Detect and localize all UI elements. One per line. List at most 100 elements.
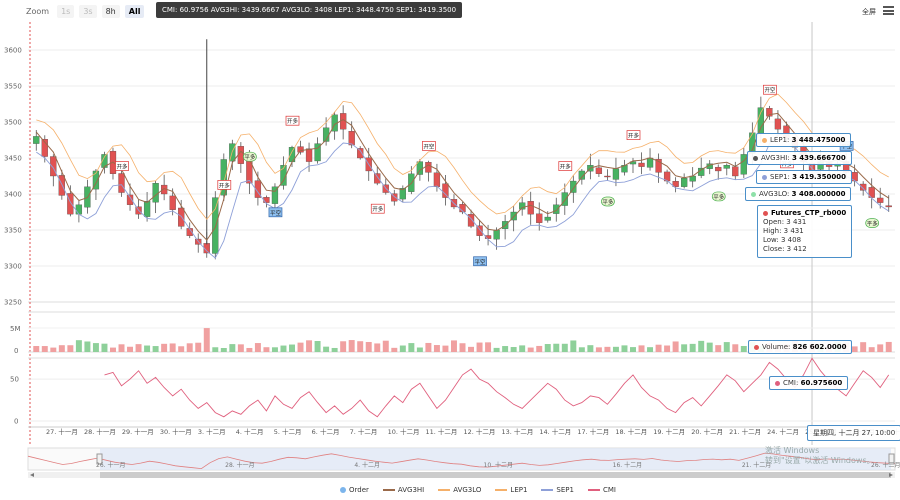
candle-body — [527, 201, 534, 215]
order-flag-box — [115, 161, 129, 171]
volume-bar — [612, 346, 619, 352]
candle-body — [885, 205, 892, 208]
candle-body — [357, 148, 364, 159]
volume-bar — [578, 347, 585, 352]
order-flag-label: 平多 — [602, 198, 614, 206]
volume-bar — [468, 346, 475, 352]
legend-swatch — [495, 489, 508, 491]
candle-body — [399, 188, 406, 200]
candle-body — [493, 229, 500, 240]
candle-body — [212, 197, 219, 254]
candle-body — [544, 216, 551, 221]
legend-item-cmi[interactable]: CMI — [587, 486, 616, 494]
order-flag-box — [370, 203, 385, 214]
candle-body — [757, 107, 765, 134]
legend-label: AVG3LO — [453, 486, 482, 494]
order-flag-label: 开多 — [628, 132, 640, 140]
candle-body — [561, 192, 568, 206]
volume-bar — [323, 346, 330, 352]
volume-bar — [732, 344, 739, 352]
volume-bar — [203, 328, 210, 352]
zoom-1s-button[interactable]: 1s — [57, 4, 75, 18]
order-flag-box — [626, 130, 641, 140]
hamburger-menu-icon[interactable] — [883, 6, 894, 15]
candle-body — [67, 193, 74, 215]
candle-body — [877, 197, 884, 203]
volume-bar — [561, 343, 568, 352]
volume-tick-label: 0 — [14, 347, 18, 355]
order-flag-label: 开多 — [372, 205, 384, 213]
candle-body — [305, 148, 313, 162]
candle-body — [126, 194, 134, 205]
volume-bar — [127, 346, 134, 352]
volume-bar — [450, 340, 457, 352]
order-flag-box — [473, 256, 487, 267]
legend-swatch — [587, 489, 600, 491]
volume-bar — [885, 341, 892, 352]
volume-bar — [723, 342, 730, 352]
zoom-8h-button[interactable]: 8h — [101, 4, 120, 18]
order-flag-marker: 平多 — [865, 218, 880, 228]
candle-body — [143, 201, 151, 217]
legend-item-avg3lo[interactable]: AVG3LO — [438, 486, 481, 494]
legend-swatch — [340, 487, 346, 493]
avg3hi-tooltip: AVG3HI: 3 439.666700 — [747, 151, 852, 165]
volume-bar — [144, 345, 151, 352]
volume-bar — [416, 347, 423, 352]
candle-body — [348, 130, 355, 146]
volume-bar — [851, 346, 858, 352]
candle-body — [646, 157, 654, 168]
candle-body — [732, 166, 739, 177]
volume-bar — [698, 340, 705, 352]
legend-item-sep1[interactable]: SEP1 — [541, 486, 574, 494]
order-flag-box — [865, 218, 880, 228]
candle-body — [723, 165, 730, 169]
volume-bar — [544, 344, 551, 352]
price-tick-label: 3300 — [4, 263, 22, 271]
candle-body — [263, 197, 270, 203]
candle-body — [476, 225, 483, 236]
x-axis-tick-label: 20. 十二月 — [691, 427, 723, 436]
candle-body — [169, 195, 176, 210]
candle-body — [467, 214, 475, 227]
x-axis-tick-label: 14. 十二月 — [539, 427, 571, 436]
candle-body — [314, 143, 321, 162]
volume-bar — [195, 342, 202, 352]
legend-item-order[interactable]: Order — [340, 486, 369, 494]
order-flag-marker: 开多 — [370, 203, 385, 214]
volume-bar — [655, 344, 662, 352]
order-flag-marker: 平多 — [711, 191, 726, 202]
volume-bar — [84, 341, 91, 352]
volume-bar — [621, 345, 628, 352]
legend-item-avg3hi[interactable]: AVG3HI — [382, 486, 424, 494]
volume-bar — [408, 343, 415, 352]
order-flag-box — [558, 161, 573, 171]
candle-body — [519, 202, 526, 210]
zoom-3s-button[interactable]: 3s — [79, 4, 97, 18]
order-flag-label: 平空 — [475, 258, 487, 266]
ohlc-tooltip: Futures_CTP_rb000 Open: 3 431 High: 3 43… — [757, 205, 853, 258]
volume-bar — [536, 345, 543, 352]
price-tick-label: 3600 — [4, 47, 22, 55]
order-flag-box — [285, 115, 300, 126]
order-flag-marker: 平空 — [473, 256, 487, 267]
price-tick-label: 3250 — [4, 299, 22, 307]
volume-bar — [860, 342, 867, 352]
fullscreen-button[interactable]: 全屏 — [862, 8, 876, 16]
volume-bar — [459, 343, 466, 352]
volume-bar — [485, 342, 492, 352]
legend-item-lep1[interactable]: LEP1 — [495, 486, 527, 494]
volume-bar — [681, 344, 688, 352]
volume-bar — [604, 346, 611, 352]
x-axis-tick-label: 30. 十一月 — [160, 427, 192, 436]
price-tick-label: 3400 — [4, 191, 22, 199]
x-axis-tick-label: 10. 十二月 — [388, 427, 420, 436]
price-tick-label: 3500 — [4, 119, 22, 127]
volume-bar — [186, 343, 193, 352]
order-flag-label: 平空 — [270, 209, 282, 217]
volume-bar — [118, 344, 125, 352]
zoom-all-button[interactable]: All — [124, 4, 145, 18]
volume-bar — [553, 343, 560, 352]
candle-body — [425, 162, 432, 173]
